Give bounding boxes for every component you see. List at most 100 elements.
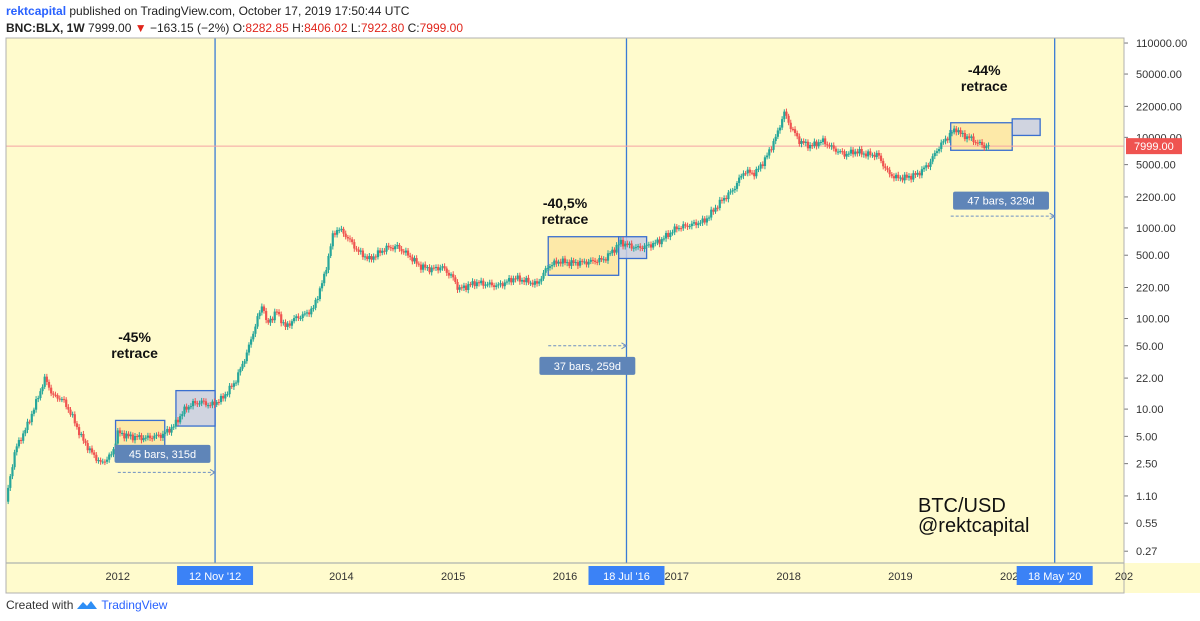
candle-body (965, 136, 969, 140)
close-label: C: (407, 21, 420, 35)
candle-body (462, 285, 466, 288)
candle-body (256, 316, 259, 327)
candle-body (189, 406, 192, 408)
candle-body (738, 177, 741, 183)
candle-body (398, 244, 401, 249)
candle-body (273, 311, 276, 321)
candle-body (32, 409, 36, 414)
candle-body (336, 230, 339, 235)
plot-area[interactable] (6, 38, 1124, 563)
candle-body (768, 149, 771, 156)
duration-arrow-icon (1049, 212, 1056, 220)
y-tick-label: 22000.00 (1136, 101, 1182, 113)
candle-body (265, 310, 268, 321)
candle-body (871, 154, 874, 156)
candle-body (185, 406, 188, 410)
candle-body (677, 228, 681, 230)
candle-body (286, 323, 289, 327)
y-tick-label: 500.00 (1136, 250, 1170, 262)
candle-body (701, 218, 704, 223)
candle-body (170, 427, 173, 433)
candle-body (948, 132, 951, 141)
candle-body (761, 164, 764, 167)
candle-body (370, 256, 373, 260)
candle-body (783, 111, 786, 120)
candle-body (555, 260, 558, 264)
candle-body (920, 169, 923, 176)
candle-body (351, 239, 354, 243)
candle-body (849, 149, 853, 154)
candle-body (518, 275, 521, 282)
candle-body (946, 138, 949, 141)
candle-body (477, 282, 481, 284)
candle-body (303, 313, 306, 315)
candle-body (731, 190, 734, 192)
candle-body (344, 233, 347, 237)
candle-body (381, 250, 384, 253)
candle-body (383, 250, 386, 252)
candle-body (804, 141, 807, 143)
author-link[interactable]: rektcapital (6, 4, 67, 18)
candle-body (976, 142, 979, 144)
watermark-handle: @rektcapital (918, 515, 1029, 537)
candle-body (234, 382, 238, 384)
candle-body (22, 433, 25, 441)
candle-body (138, 435, 141, 438)
candle-body (492, 285, 496, 288)
candle-body (293, 318, 296, 322)
candle-body (26, 421, 29, 430)
candle-body (877, 152, 880, 156)
candle-body (374, 256, 377, 258)
candle-body (834, 148, 837, 152)
duration-label: 37 bars, 259d (554, 361, 621, 373)
watermark-symbol: BTC/USD (918, 495, 1006, 517)
candle-body (531, 282, 534, 285)
published-text: published on TradingView.com, October 17… (69, 4, 410, 18)
candle-body (733, 188, 736, 191)
last-price: 7999.00 (88, 21, 132, 35)
candle-body (148, 435, 152, 439)
date-marker-label: 18 May '20 (1028, 571, 1081, 583)
candle-body (108, 454, 111, 460)
candle-body (606, 253, 610, 261)
candle-body (811, 145, 814, 147)
candle-body (540, 278, 543, 282)
candle-body (333, 233, 337, 235)
candle-body (753, 172, 756, 177)
candle-body (643, 245, 646, 249)
tradingview-link[interactable]: TradingView (101, 598, 168, 612)
candle-body (916, 172, 919, 175)
candle-body (131, 434, 134, 441)
candle-body (110, 454, 113, 456)
candle-body (207, 405, 210, 407)
open-label: O: (232, 21, 246, 35)
candle-body (529, 282, 532, 284)
candle-body (720, 199, 724, 201)
candle-body (484, 284, 487, 286)
price-change: −163.15 (−2%) (149, 21, 230, 35)
chart-header: rektcapital published on TradingView.com… (0, 0, 1200, 38)
candle-body (968, 136, 971, 138)
x-tick-label: 2018 (776, 571, 800, 583)
date-marker-label: 12 Nov '12 (189, 571, 241, 583)
candle-body (28, 421, 31, 423)
plot-border (5, 37, 1125, 594)
high-label: H: (292, 21, 305, 35)
candle-body (538, 281, 541, 284)
candle-body (411, 257, 414, 262)
candle-body (323, 273, 326, 284)
candle-body (697, 223, 700, 226)
candle-body (856, 151, 859, 154)
candle-body (985, 146, 988, 149)
y-axis[interactable]: 110000.0050000.0022000.0010000.005000.00… (1123, 38, 1200, 563)
candle-body (62, 399, 66, 401)
candle-body (166, 428, 169, 433)
candle-body (922, 167, 926, 170)
candle-body (553, 260, 556, 266)
symbol-label[interactable]: BNC:BLX, 1W (6, 21, 85, 35)
tradingview-logo-icon (77, 601, 98, 609)
candle-body (712, 209, 715, 212)
date-marker-label: 18 Jul '16 (603, 571, 650, 583)
